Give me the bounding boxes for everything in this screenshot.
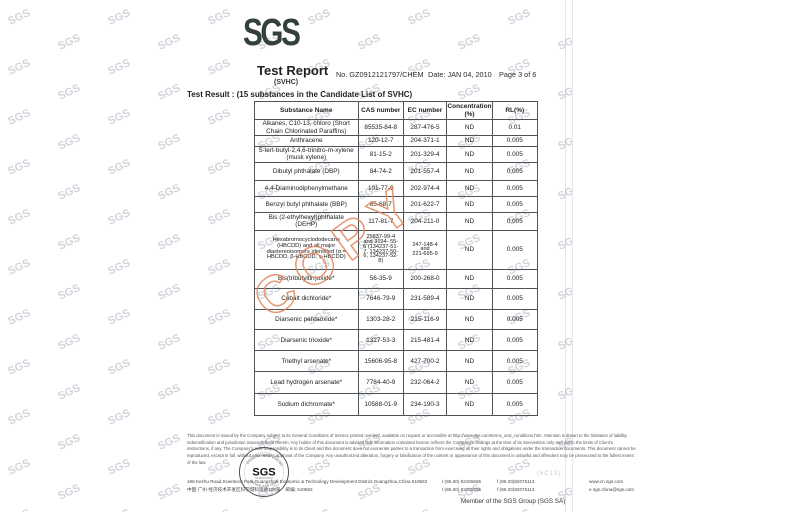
svg-text:SGS: SGS <box>252 467 275 479</box>
